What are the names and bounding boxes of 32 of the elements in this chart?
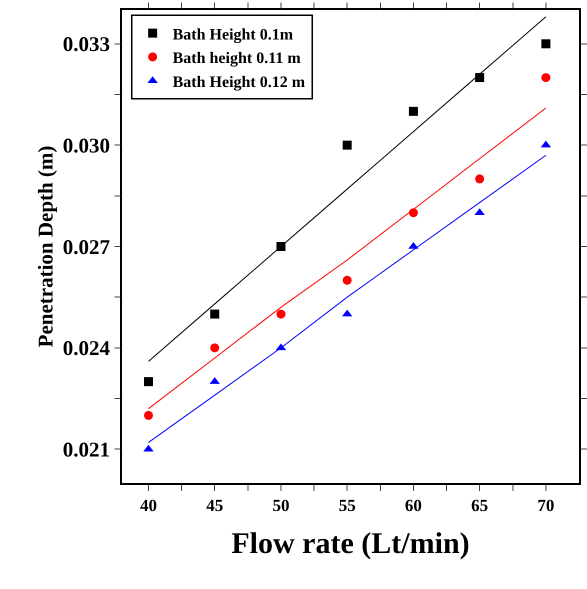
point [475,174,484,184]
point [276,310,286,319]
point [210,343,220,352]
y-tick-label: 0.024 [62,336,111,360]
line-series [148,16,546,362]
point [475,73,484,82]
x-tick-label: 60 [404,496,422,516]
x-tick-label: 65 [471,496,488,516]
point [342,276,352,285]
y-tick-label: 0.021 [62,438,110,462]
x-axis-title: Flow rate (Lt/min) [231,527,470,560]
line-series [148,154,546,443]
point [541,73,550,82]
point [210,310,220,319]
point [144,410,153,420]
legend-label: Bath height 0.11 m [172,50,302,68]
point [342,140,352,150]
x-tick-label: 50 [272,496,290,516]
y-tick-label: 0.030 [62,133,110,158]
point [144,377,153,386]
legend-label: Bath Height 0.1m [172,26,294,44]
point [408,106,418,116]
legend-label: Bath Height 0.12 m [172,74,306,91]
x-tick-label: 55 [338,496,356,516]
x-tick-label: 45 [206,496,224,516]
y-tick-label: 0.027 [62,234,110,259]
line-series [148,107,546,410]
x-tick-label: 40 [140,496,157,516]
x-tick-label: 70 [537,496,554,516]
y-axis-title: Penetration Depth (m) [33,146,58,348]
y-tick-label: 0.033 [62,32,110,56]
point [541,39,550,48]
